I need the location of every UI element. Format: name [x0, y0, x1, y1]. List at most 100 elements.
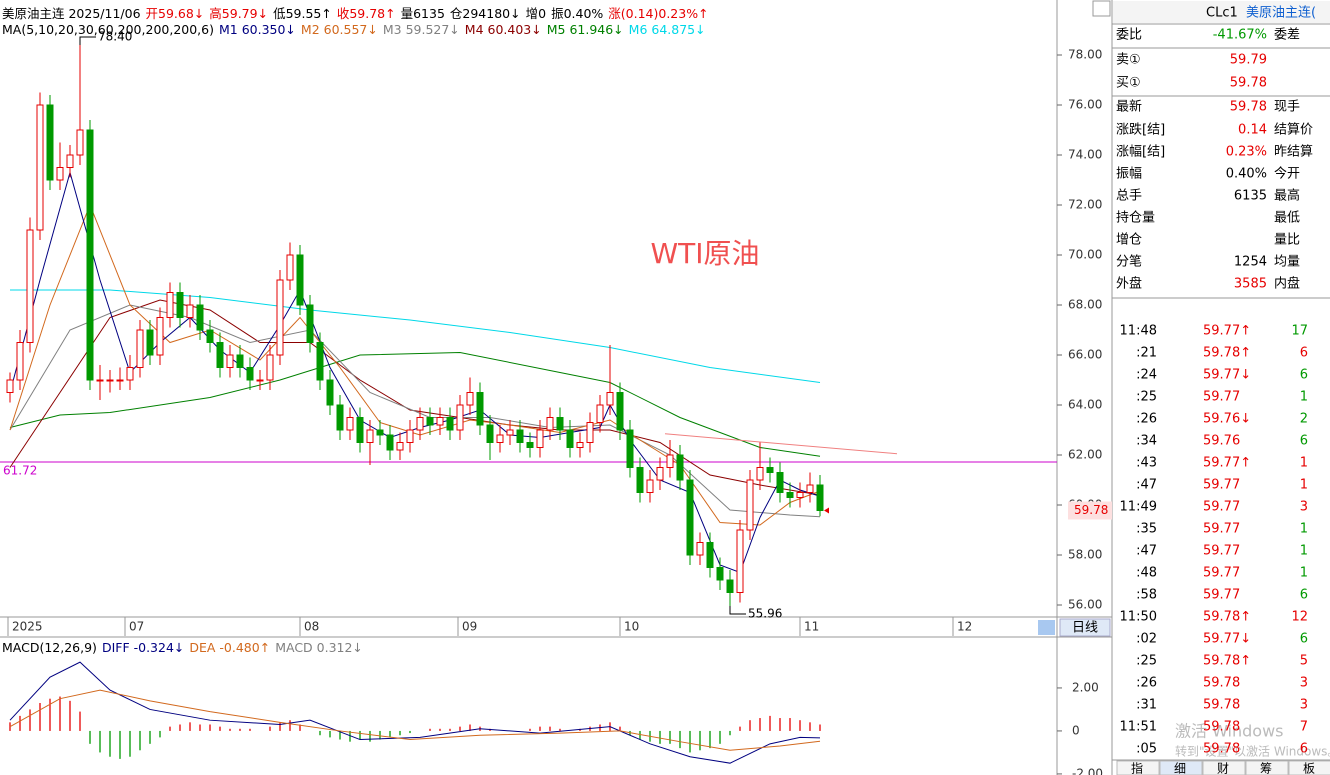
- y-tick-label: 78.00: [1068, 48, 1102, 62]
- trade-time: 11:48: [1120, 324, 1157, 339]
- trade-volume: 2: [1300, 412, 1308, 427]
- last-price-label: 59.78: [1074, 503, 1108, 517]
- legend-item: 美原油主连 2025/11/06: [2, 6, 141, 21]
- bottom-tab[interactable]: [1202, 760, 1246, 775]
- header-bar: 美原油主连 2025/11/06 开59.68↓ 高59.79↓ 低59.55↑ 收59…: [2, 3, 1092, 22]
- candle-body: [296, 254, 304, 306]
- x-tick-label: 12: [957, 620, 972, 634]
- candle-body: [76, 129, 84, 156]
- trade-time: :25: [1136, 654, 1157, 669]
- candle-body: [56, 167, 64, 181]
- quote-side-label: 昨结算: [1274, 145, 1313, 160]
- legend-item: M2 60.557↓: [300, 22, 378, 37]
- candle-body: [236, 354, 244, 368]
- candle-body: [696, 542, 704, 556]
- quote-side-label: 结算价: [1274, 123, 1313, 138]
- candle-body: [196, 304, 204, 331]
- bottom-tab[interactable]: [1159, 760, 1203, 775]
- annotation-leader: [79, 36, 96, 45]
- quote-value: -41.67%: [1213, 28, 1267, 43]
- x-tick-label: 11: [804, 620, 819, 634]
- legend-item: M6 64.875↓: [628, 22, 706, 37]
- legend-item: 仓294180↓: [449, 6, 521, 21]
- candle-body: [346, 417, 354, 431]
- candle-body: [266, 354, 274, 381]
- candle-body: [576, 442, 584, 448]
- bottom-tab[interactable]: [1245, 760, 1289, 775]
- bottom-tab[interactable]: [1288, 760, 1330, 775]
- quote-side-label: 现手: [1274, 100, 1300, 115]
- candle-body: [116, 379, 124, 382]
- candle-body: [6, 379, 14, 393]
- trade-time: :47: [1136, 544, 1157, 559]
- candle-body: [306, 304, 314, 343]
- trade-time: :26: [1136, 412, 1157, 427]
- candle-body: [86, 129, 94, 381]
- candle-body: [606, 392, 614, 406]
- candle-body: [136, 329, 144, 368]
- legend-item: 量6135: [400, 6, 445, 21]
- last-price-tag: [1068, 501, 1112, 520]
- trade-price: 59.77: [1203, 544, 1240, 559]
- bottom-tab[interactable]: [1116, 760, 1160, 775]
- candle-body: [26, 229, 34, 343]
- candle-body: [206, 329, 214, 343]
- y-tick-label: 70.00: [1068, 248, 1102, 262]
- candle-body: [586, 422, 594, 443]
- trade-price: 59.78↑: [1203, 610, 1251, 625]
- quote-label: 持仓量: [1116, 211, 1155, 226]
- candle-body: [656, 467, 664, 481]
- quote-side-label: 均量: [1274, 255, 1300, 270]
- candle-body: [416, 417, 424, 431]
- trade-volume: 1: [1300, 566, 1308, 581]
- quote-label: 涨幅[结]: [1116, 145, 1165, 160]
- quote-value: 3585: [1234, 277, 1267, 292]
- legend-item: MACD(12,26,9): [2, 640, 97, 655]
- bottom-tab-label: 筹: [1260, 762, 1272, 775]
- trade-time: :43: [1136, 456, 1157, 471]
- y-tick-label: 64.00: [1068, 398, 1102, 412]
- ma-line: [9, 351, 821, 457]
- candle-body: [476, 392, 484, 426]
- candle-body: [716, 567, 724, 581]
- quote-value: 0.14: [1238, 123, 1267, 138]
- quote-value: 1254: [1234, 255, 1267, 270]
- last-price-marker: [824, 507, 829, 514]
- quote-label: 卖①: [1116, 53, 1141, 68]
- legend-item: M3 59.527↓: [382, 22, 460, 37]
- trade-time: :47: [1136, 478, 1157, 493]
- trade-price: 59.77↓: [1203, 368, 1251, 383]
- y-tick-label: 68.00: [1068, 298, 1102, 312]
- trade-price: 59.77↓: [1203, 632, 1251, 647]
- legend-item: M4 60.403↓: [464, 22, 542, 37]
- candle-body: [406, 429, 414, 443]
- trade-volume: 1: [1300, 390, 1308, 405]
- corner-button[interactable]: [1092, 0, 1111, 17]
- bottom-tab-label: 财: [1217, 762, 1229, 775]
- scroll-button[interactable]: [1038, 620, 1055, 635]
- candle-body: [316, 342, 324, 381]
- quote-label: 振幅: [1116, 167, 1142, 182]
- trade-price: 59.77: [1203, 566, 1240, 581]
- y-tick-label: 76.00: [1068, 98, 1102, 112]
- candle-body: [396, 442, 404, 451]
- trade-time: :31: [1136, 698, 1157, 713]
- trade-volume: 3: [1300, 676, 1308, 691]
- quote-side-label: 委差: [1274, 28, 1300, 43]
- trend-line: [664, 433, 898, 455]
- period-tab[interactable]: [1059, 618, 1111, 637]
- candle-body: [516, 429, 524, 443]
- candle-body: [596, 404, 604, 423]
- trade-volume: 1: [1300, 456, 1308, 471]
- candle-body: [336, 404, 344, 431]
- candle-body: [556, 417, 564, 431]
- trade-time: :05: [1136, 742, 1157, 757]
- candle-body: [156, 317, 164, 356]
- candle-body: [816, 484, 824, 511]
- quote-label: 委比: [1116, 28, 1142, 43]
- x-tick-label: 2025: [12, 620, 43, 634]
- period-tab-label: 日线: [1072, 621, 1098, 636]
- candle-body: [526, 442, 534, 448]
